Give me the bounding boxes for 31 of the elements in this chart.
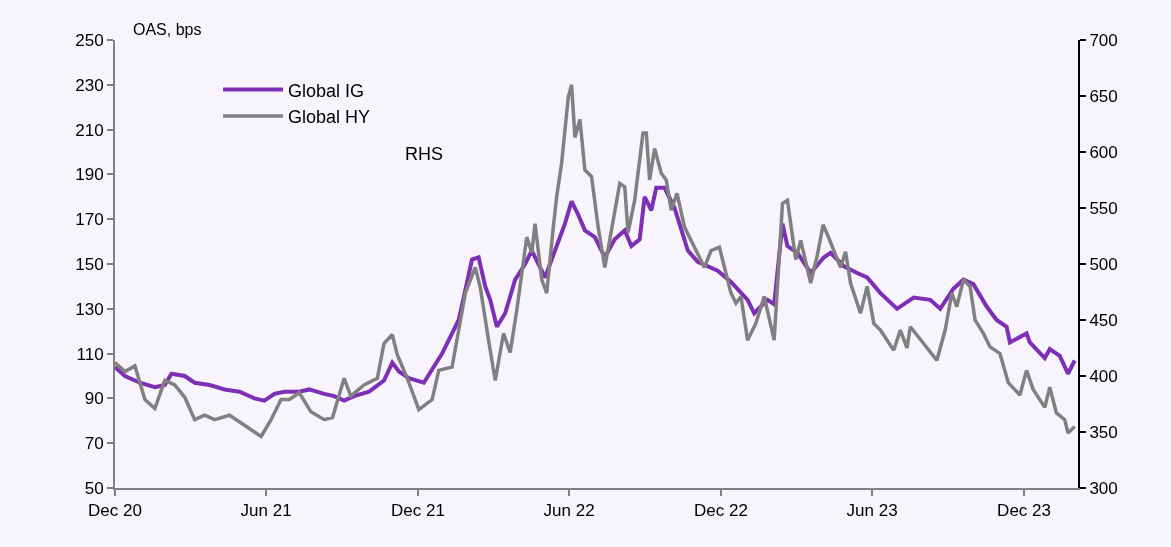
x-tick-label: Jun 23 [846, 501, 898, 521]
y-tick-label: 170 [75, 210, 104, 230]
y2-tick-label: 400 [1089, 366, 1118, 386]
y2-tick-label: 600 [1089, 142, 1118, 162]
y-tick-label: 250 [75, 30, 104, 50]
y-tick-label: 70 [84, 434, 104, 454]
y2-tick-label: 300 [1089, 478, 1118, 498]
x-tick-label: Dec 21 [391, 501, 445, 521]
y-axis-title: OAS, bps [133, 21, 202, 38]
x-tick-label: Dec 22 [694, 501, 748, 521]
y-tick-label: 230 [75, 75, 104, 95]
y2-tick-label: 500 [1089, 254, 1118, 274]
legend-label: Global HY [288, 106, 371, 127]
y-tick-label: 110 [76, 344, 104, 364]
y-tick-label: 150 [75, 254, 104, 274]
y2-tick-label: 700 [1089, 30, 1118, 50]
annotation: RHS [405, 144, 444, 164]
legend-label: Global IG [288, 80, 365, 101]
x-tick-label: Dec 20 [88, 501, 142, 521]
y2-tick-label: 550 [1089, 198, 1118, 218]
y2-tick-label: 650 [1089, 86, 1118, 106]
y-tick-label: 210 [75, 120, 104, 140]
x-tick-label: Jun 22 [543, 501, 595, 521]
x-tick-label: Jun 21 [240, 501, 292, 521]
y-tick-label: 90 [84, 389, 104, 409]
y2-tick-label: 350 [1089, 422, 1118, 442]
y2-tick-label: 450 [1089, 310, 1118, 330]
y-tick-label: 190 [75, 165, 104, 185]
x-tick-label: Dec 23 [997, 501, 1051, 521]
y-tick-label: 50 [84, 478, 104, 498]
y-tick-label: 130 [75, 299, 104, 319]
